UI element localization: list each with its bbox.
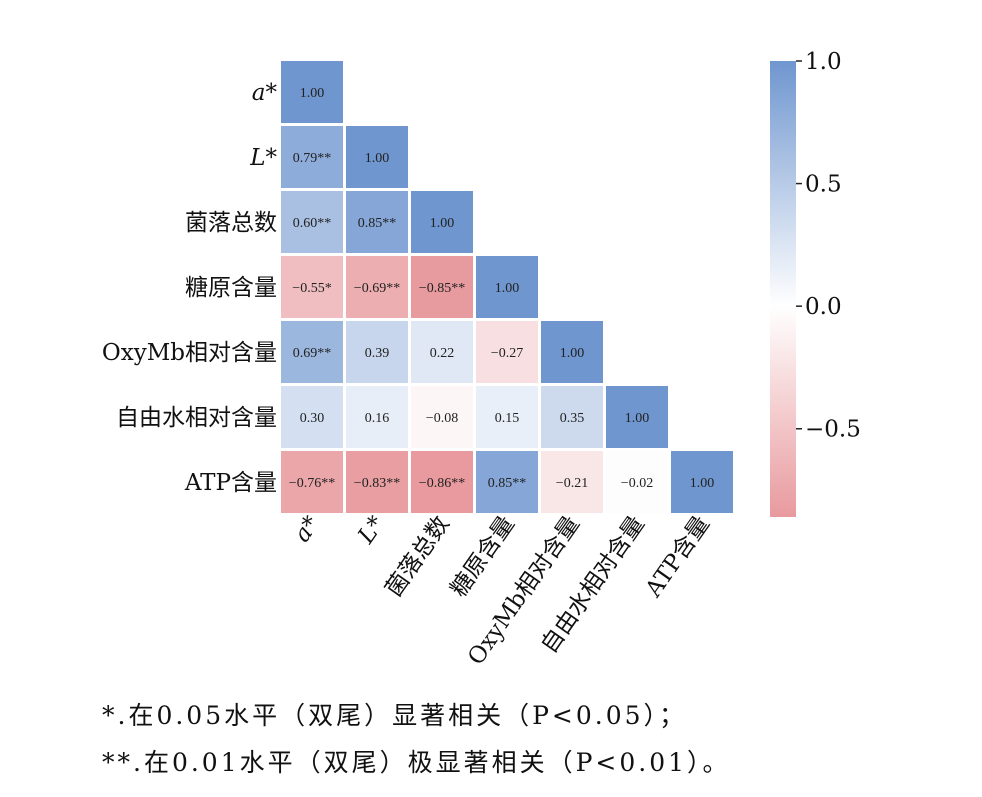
- colorbar-tick-label-1: 0.5: [805, 172, 842, 198]
- colorbar-tick-label-3: −0.5: [805, 417, 861, 443]
- cell-6-5: [606, 451, 668, 513]
- cell-label-5-2: −0.08: [426, 411, 458, 426]
- cell-4-3: [476, 321, 538, 383]
- cell-label-4-3: −0.27: [491, 346, 523, 361]
- cell-6-0: [281, 451, 343, 513]
- cell-6-1: [346, 451, 408, 513]
- footnote-significance-005: *.在0.05水平（双尾）显著相关（P<0.05）；: [102, 701, 688, 730]
- colorbar-tick-label-0: 1.0: [805, 49, 842, 75]
- column-label-1: L*: [353, 511, 391, 549]
- cell-6-3: [476, 451, 538, 513]
- cell-label-5-4: 0.35: [560, 411, 585, 426]
- cell-label-2-1: 0.85**: [358, 216, 397, 231]
- cell-label-0-0: 1.00: [300, 86, 325, 101]
- cell-6-2: [411, 451, 473, 513]
- cell-5-3: [476, 386, 538, 448]
- cell-2-0: [281, 191, 343, 253]
- cell-label-6-6: 1.00: [690, 476, 715, 491]
- heatmap-cells: 1.00 0.79** 1.00 0.60** 0.85** 1.00 −0.55* −0.6…: [281, 61, 733, 513]
- cell-2-2: [411, 191, 473, 253]
- cell-label-5-0: 0.30: [300, 411, 325, 426]
- cell-label-3-2: −0.85**: [419, 281, 465, 296]
- cell-label-5-5: 1.00: [625, 411, 650, 426]
- cell-label-1-1: 1.00: [365, 151, 390, 166]
- cell-label-4-2: 0.22: [430, 346, 455, 361]
- row-label-0: a*: [252, 80, 278, 106]
- cell-label-4-1: 0.39: [365, 346, 390, 361]
- cell-5-0: [281, 386, 343, 448]
- cell-2-1: [346, 191, 408, 253]
- cell-6-6: [671, 451, 733, 513]
- cell-label-6-1: −0.83**: [354, 476, 400, 491]
- cell-1-0: [281, 126, 343, 188]
- cell-5-4: [541, 386, 603, 448]
- cell-6-4: [541, 451, 603, 513]
- cell-4-0: [281, 321, 343, 383]
- row-label-4: OxyMb相对含量: [102, 340, 277, 366]
- cell-label-6-4: −0.21: [556, 476, 588, 491]
- cell-label-5-1: 0.16: [365, 411, 390, 426]
- cell-label-2-2: 1.00: [430, 216, 455, 231]
- cell-1-1: [346, 126, 408, 188]
- cell-0-0: [281, 61, 343, 123]
- cell-label-3-1: −0.69**: [354, 281, 400, 296]
- cell-4-1: [346, 321, 408, 383]
- cell-label-5-3: 0.15: [495, 411, 520, 426]
- column-label-2: 菌落总数: [381, 512, 455, 602]
- cell-4-2: [411, 321, 473, 383]
- cell-5-5: [606, 386, 668, 448]
- cell-3-1: [346, 256, 408, 318]
- colorbar-gradient: [770, 61, 796, 517]
- cell-3-2: [411, 256, 473, 318]
- cell-label-6-2: −0.86**: [419, 476, 465, 491]
- row-label-5: 自由水相对含量: [116, 405, 277, 431]
- cell-label-1-0: 0.79**: [293, 151, 332, 166]
- row-label-2: 菌落总数: [185, 210, 277, 236]
- row-label-3: 糖原含量: [185, 275, 277, 301]
- cell-label-3-3: 1.00: [495, 281, 520, 296]
- cell-5-2: [411, 386, 473, 448]
- cell-label-6-5: −0.02: [621, 476, 653, 491]
- column-label-0: a*: [289, 511, 325, 547]
- cell-3-3: [476, 256, 538, 318]
- cell-5-1: [346, 386, 408, 448]
- cell-label-3-0: −0.55*: [292, 281, 331, 296]
- row-label-6: ATP含量: [184, 470, 277, 496]
- cell-label-4-4: 1.00: [560, 346, 585, 361]
- footnote-significance-001: **.在0.01水平（双尾）极显著相关（P<0.01）。: [102, 748, 731, 777]
- row-label-1: L*: [249, 145, 277, 171]
- cell-label-6-3: 0.85**: [488, 476, 527, 491]
- cell-4-4: [541, 321, 603, 383]
- cell-3-0: [281, 256, 343, 318]
- correlation-heatmap: 1.00 0.79** 1.00 0.60** 0.85** 1.00 −0.55* −0.6…: [102, 49, 861, 670]
- colorbar-tick-label-2: 0.0: [805, 294, 842, 320]
- cell-label-4-0: 0.69**: [293, 346, 332, 361]
- column-label-6: ATP含量: [640, 512, 715, 603]
- cell-label-6-0: −0.76**: [289, 476, 335, 491]
- colorbar: 1.0 0.5 0.0 −0.5: [770, 49, 861, 517]
- cell-label-2-0: 0.60**: [293, 216, 332, 231]
